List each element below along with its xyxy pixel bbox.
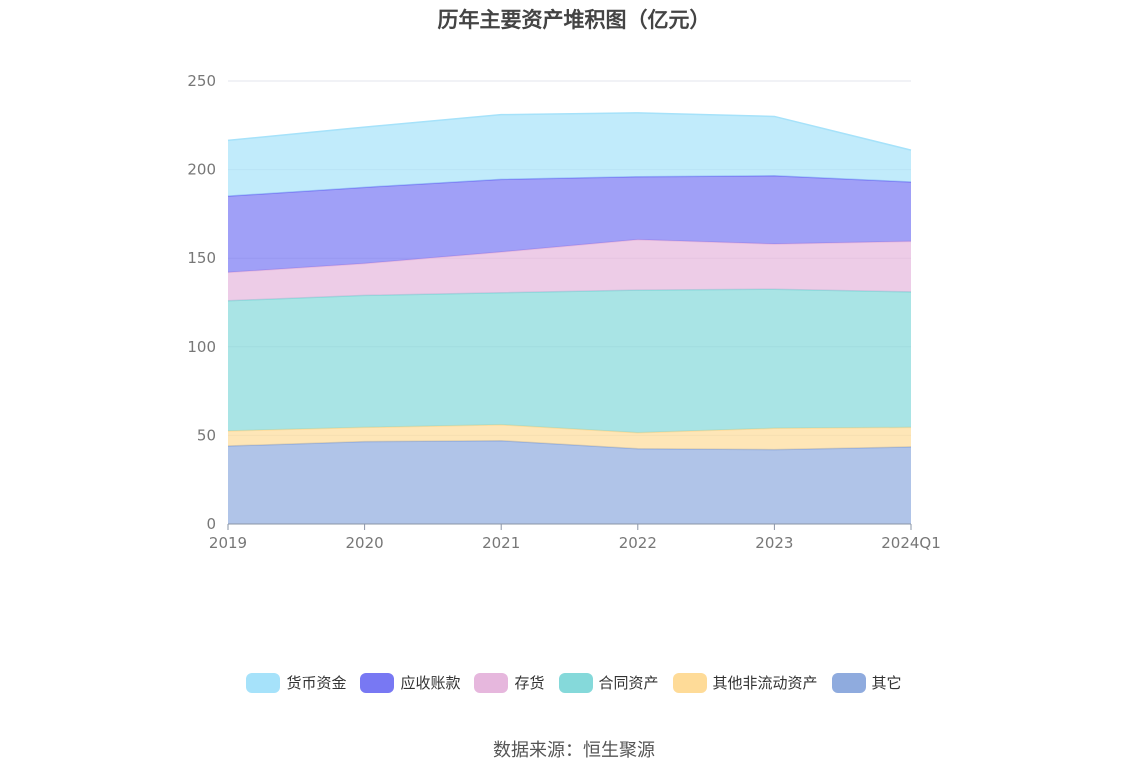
y-tick-label: 100 [187, 338, 216, 356]
series-area-2 [228, 289, 911, 433]
legend-item[interactable]: 货币资金 [246, 672, 346, 693]
x-tick-label: 2023 [755, 534, 793, 552]
x-tick-label: 2019 [209, 534, 247, 552]
legend-swatch [246, 672, 281, 693]
y-tick-label: 200 [187, 161, 216, 179]
legend-label: 应收账款 [400, 674, 461, 692]
legend-item[interactable]: 其它 [831, 672, 902, 693]
legend-label: 其他非流动资产 [712, 674, 818, 692]
x-tick-label: 2022 [619, 534, 657, 552]
legend-swatch [558, 672, 593, 693]
y-tick-label: 50 [197, 426, 216, 444]
legend-swatch [360, 672, 395, 693]
series-area-5 [228, 112, 911, 197]
x-tick-label: 2020 [346, 534, 384, 552]
y-tick-label: 0 [206, 515, 216, 533]
legend-swatch [672, 672, 707, 693]
y-tick-label: 250 [187, 72, 216, 90]
series-area-1 [228, 424, 911, 450]
chart-area: 0 50 100 150 200 250 2019 2020 2021 2022 2023 2024Q… [187, 72, 941, 552]
source-note: 数据来源：恒生聚源 [493, 740, 655, 761]
series-area-0 [228, 440, 911, 524]
legend-label: 存货 [514, 674, 545, 692]
legend-swatch [474, 672, 509, 693]
chart-title: 历年主要资产堆积图（亿元） [437, 8, 711, 32]
legend-swatch [831, 672, 866, 693]
legend-label: 货币资金 [286, 674, 347, 692]
series-area-4 [228, 175, 911, 273]
legend-label: 其它 [871, 674, 902, 692]
legend-item[interactable]: 其他非流动资产 [672, 672, 818, 693]
legend-item[interactable]: 合同资产 [558, 672, 659, 693]
y-tick-label: 150 [187, 249, 216, 267]
series-line-5 [227, 112, 912, 151]
x-tick-label: 2024Q1 [881, 534, 941, 552]
legend-item[interactable]: 应收账款 [360, 672, 460, 693]
series-area-3 [228, 239, 911, 301]
legend-label: 合同资产 [598, 674, 659, 692]
x-tick-label: 2021 [482, 534, 520, 552]
legend-item[interactable]: 存货 [474, 672, 545, 693]
legend: 货币资金 应收账款 存货 合同资产 其他非流动资产 其它 [0, 672, 1148, 693]
